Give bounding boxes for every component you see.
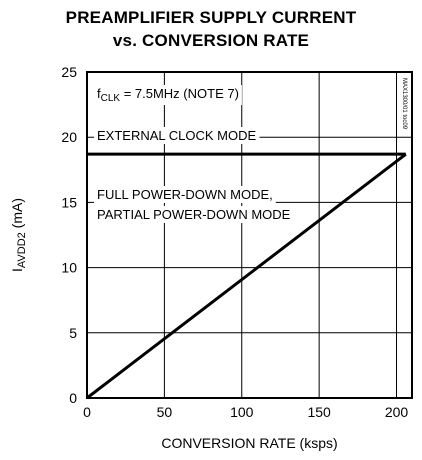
y-label-sub: AVDD2 — [16, 232, 28, 268]
side-code: MAX1300/01 toc09 — [401, 78, 407, 130]
y-tick-label: 15 — [61, 194, 77, 210]
y-tick-label: 5 — [69, 325, 77, 341]
external-clock-label: EXTERNAL CLOCK MODE — [97, 128, 256, 143]
annotation-background — [94, 186, 276, 203]
grid — [87, 72, 412, 398]
series-line-2 — [86, 152, 407, 400]
x-tick-label: 150 — [307, 404, 331, 420]
series-lines — [86, 152, 407, 400]
chart-title-line2: vs. CONVERSION RATE — [112, 31, 310, 50]
plot-frame — [86, 71, 413, 399]
annotation-background — [94, 127, 260, 144]
full-powerdown-label: FULL POWER-DOWN MODE, — [97, 187, 273, 202]
fclk-rest: = 7.5MHz (NOTE 7) — [120, 86, 239, 101]
y-tick-label: 20 — [61, 129, 77, 145]
x-tick-label: 50 — [157, 404, 173, 420]
y-tick-label: 10 — [61, 260, 77, 276]
y-label-unit: (mA) — [9, 198, 25, 232]
fclk-f: f — [97, 86, 101, 101]
tick-labels: 0 50 100 150 200 0 5 10 15 20 25 — [61, 64, 408, 420]
annotation-background — [94, 85, 242, 105]
y-axis-label: IAVDD2 (mA) — [9, 198, 28, 272]
x-tick-label: 100 — [230, 404, 254, 420]
x-tick-label: 0 — [83, 404, 91, 420]
y-tick-label: 0 — [69, 390, 77, 406]
annotations: fCLK = 7.5MHz (NOTE 7) EXTERNAL CLOCK MO… — [94, 78, 407, 223]
partial-powerdown-label: PARTIAL POWER-DOWN MODE — [97, 207, 291, 222]
chart-title-line1: PREAMPLIFIER SUPPLY CURRENT — [65, 8, 357, 27]
y-tick-label: 25 — [61, 64, 77, 80]
annotation-background — [94, 206, 294, 223]
x-tick-label: 200 — [385, 404, 409, 420]
fclk-sub: CLK — [101, 93, 121, 104]
fclk-annotation: fCLK = 7.5MHz (NOTE 7) — [97, 86, 239, 104]
y-label-main: I — [9, 268, 25, 272]
x-axis-label: CONVERSION RATE (ksps) — [161, 435, 337, 451]
